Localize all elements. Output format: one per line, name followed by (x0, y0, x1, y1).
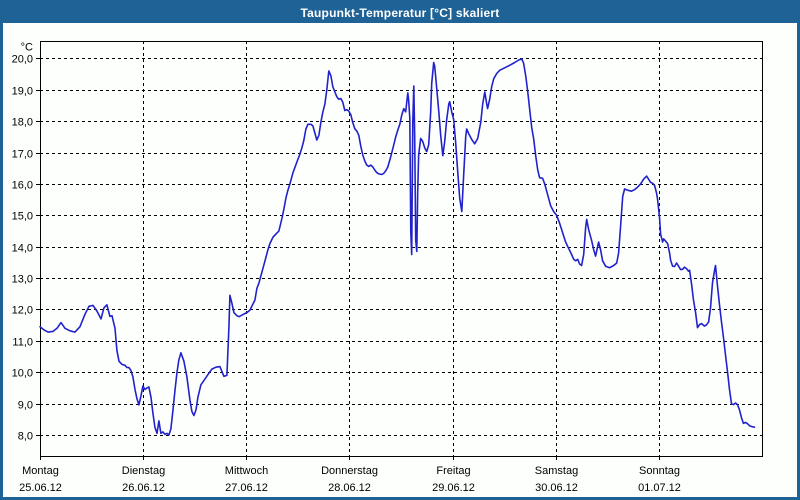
y-tick-label: 19,0 (12, 86, 33, 98)
y-tick-label: 13,0 (12, 274, 33, 286)
x-day-label: Dienstag (122, 465, 165, 477)
y-tick-label: 15,0 (12, 211, 33, 223)
y-tick-label: 18,0 (12, 117, 33, 129)
x-day-label: Montag (22, 465, 59, 477)
y-tick-label: 9,0 (18, 400, 33, 412)
x-date-label: 30.06.12 (535, 482, 578, 494)
dewpoint-series-line (39, 58, 756, 436)
x-day-label: Mittwoch (225, 465, 268, 477)
x-date-label: 26.06.12 (122, 482, 165, 494)
x-date-label: 28.06.12 (328, 482, 371, 494)
x-date-label: 01.07.12 (638, 482, 681, 494)
y-tick-label: 8,0 (18, 431, 33, 443)
window-title: Taupunkt-Temperatur [°C] skaliert (300, 6, 500, 20)
window-title-bar: Taupunkt-Temperatur [°C] skaliert (3, 3, 797, 23)
y-tick-label: 11,0 (12, 337, 33, 349)
x-day-label: Sonntag (639, 465, 680, 477)
plot-border (40, 41, 763, 457)
y-tick-label: 10,0 (12, 368, 33, 380)
x-date-label: 27.06.12 (225, 482, 268, 494)
y-tick-label: 14,0 (12, 243, 33, 255)
x-day-label: Donnerstag (321, 465, 378, 477)
x-date-label: 29.06.12 (432, 482, 475, 494)
y-axis-unit-label: °C (21, 41, 33, 53)
x-day-label: Freitag (436, 465, 470, 477)
y-tick-label: 12,0 (12, 305, 33, 317)
y-tick-label: 16,0 (12, 180, 33, 192)
y-tick-label: 20,0 (12, 54, 33, 66)
y-tick-label: 17,0 (12, 149, 33, 161)
x-day-label: Samstag (535, 465, 578, 477)
x-date-label: 25.06.12 (19, 482, 62, 494)
